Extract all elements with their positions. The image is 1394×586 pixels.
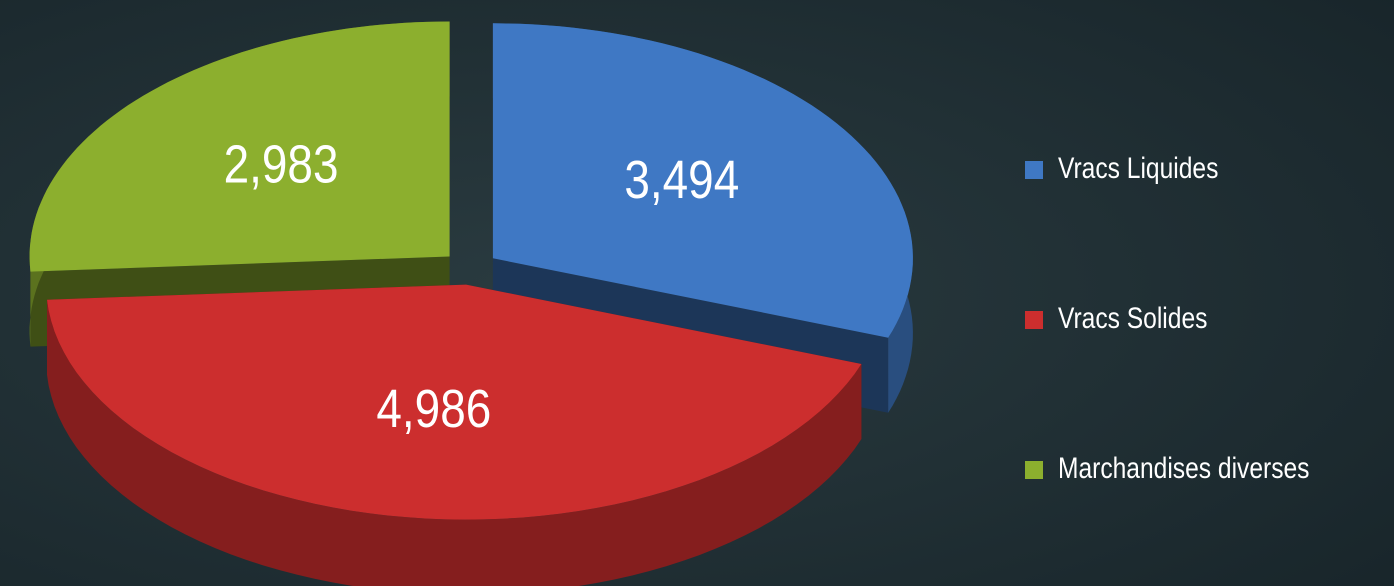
legend-label: Vracs Liquides — [1058, 151, 1218, 185]
value-label: 2,983 — [224, 134, 339, 194]
legend-label: Marchandises diverses — [1058, 451, 1309, 485]
value-label: 4,986 — [376, 378, 491, 438]
legend-swatch — [1025, 461, 1043, 479]
chart: 3,494 4,986 2,983 Vracs Liquides Vracs Solid… — [0, 0, 1394, 586]
value-label: 3,494 — [624, 150, 739, 210]
legend-swatch — [1025, 161, 1043, 179]
legend-swatch — [1025, 311, 1043, 329]
page: 3,494 4,986 2,983 Vracs Liquides Vracs Solid… — [0, 0, 1394, 586]
legend-label: Vracs Solides — [1058, 301, 1207, 335]
